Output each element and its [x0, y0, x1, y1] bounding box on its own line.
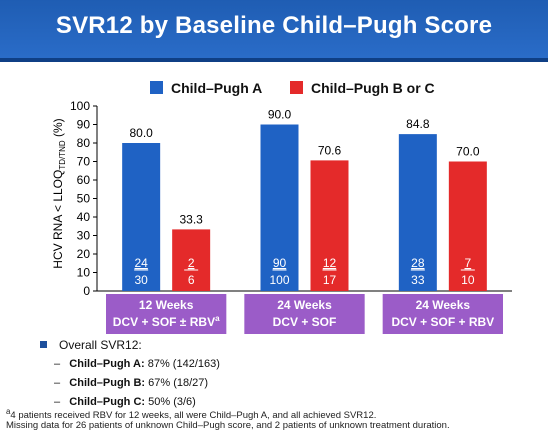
category-box — [106, 294, 227, 334]
legend-swatch-a — [150, 81, 163, 94]
note-child-pugh-a: – Child–Pugh A: 87% (142/163) — [54, 358, 220, 370]
legend-item-child-pugh-a: Child–Pugh A — [150, 80, 262, 96]
footnote-missing-data: Missing data for 26 patients of unknown … — [6, 420, 450, 431]
slide-title: SVR12 by Baseline Child–Pugh Score — [55, 12, 493, 39]
bar — [260, 124, 299, 291]
bar-numerator: 28 — [411, 256, 425, 270]
legend-label-b: Child–Pugh B or C — [311, 80, 435, 96]
y-ticks: 0 10 20 30 40 50 60 70 80 90 100 — [70, 99, 97, 298]
bar-value-label: 70.6 — [318, 143, 342, 157]
dash: – — [54, 396, 61, 408]
dash: – — [54, 358, 61, 370]
bars: 80.0 24 30 90.0 90 100 84.8 28 33 33.3 2 6 70.6 12 17 7… — [122, 108, 487, 291]
note-label: Child–Pugh C: — [69, 396, 146, 408]
legend-swatch-b — [290, 81, 303, 94]
bar-numerator: 7 — [464, 256, 471, 270]
note-child-pugh-c: – Child–Pugh C: 50% (3/6) — [54, 396, 196, 408]
footnote-marker: a — [6, 407, 11, 416]
category-label-line2: DCV + SOF + RBV — [391, 315, 494, 329]
bar-denominator: 30 — [134, 273, 148, 287]
overall-svr-heading: Overall SVR12: — [40, 338, 142, 352]
bar-value-label: 33.3 — [179, 212, 203, 226]
y-tick-label: 100 — [70, 99, 90, 113]
bar-numerator: 90 — [273, 256, 287, 270]
bar-value-label: 90.0 — [268, 108, 292, 122]
footnote-a: a4 patients received RBV for 12 weeks, a… — [6, 407, 376, 421]
category-label-line1: 12 Weeks — [139, 298, 194, 312]
y-tick-label: 80 — [77, 136, 91, 150]
note-value: 67% (18/27) — [148, 377, 209, 389]
category-box — [244, 294, 365, 334]
y-tick-label: 90 — [77, 118, 91, 132]
bar-numerator: 2 — [188, 256, 195, 270]
category-label-line2: DCV + SOF — [273, 315, 337, 329]
bar — [172, 229, 211, 291]
legend-label-a: Child–Pugh A — [171, 80, 263, 96]
bar — [448, 161, 487, 291]
bar-denominator: 6 — [188, 273, 195, 287]
bar-numerator: 12 — [323, 256, 337, 270]
y-tick-label: 40 — [77, 210, 91, 224]
category-label-line2: DCV + SOF ± RBVa — [113, 314, 220, 329]
bar — [398, 134, 437, 291]
bar-denominator: 17 — [323, 273, 337, 287]
bar — [310, 160, 349, 291]
legend-item-child-pugh-b-or-c: Child–Pugh B or C — [290, 80, 435, 96]
bar-chart: HCV RNA < LLOQTD/TND (%) 010203040506070… — [51, 99, 512, 334]
title-banner: SVR12 by Baseline Child–Pugh Score — [0, 0, 548, 62]
overall-svr-label: Overall SVR12: — [59, 338, 142, 352]
bar-denominator: 100 — [269, 273, 289, 287]
square-bullet-icon — [40, 341, 47, 348]
y-tick-label: 50 — [77, 192, 91, 206]
category-boxes: 12 Weeks DCV + SOF ± RBVa 24 Weeks DCV + SO… — [106, 294, 503, 334]
bar-numerator: 24 — [134, 256, 148, 270]
note-child-pugh-b: – Child–Pugh B: 67% (18/27) — [54, 377, 208, 389]
y-axis-label: HCV RNA < LLOQTD/TND (%) — [51, 118, 67, 268]
category-label-line1: 24 Weeks — [277, 298, 332, 312]
y-tick-label: 20 — [77, 247, 91, 261]
y-tick-label: 60 — [77, 173, 91, 187]
y-tick-label: 10 — [77, 266, 91, 280]
dash: – — [54, 377, 61, 389]
y-axis-title: HCV RNA < LLOQTD/TND (%) — [51, 118, 67, 268]
bar-value-label: 70.0 — [456, 145, 480, 159]
bar-value-label: 80.0 — [129, 126, 153, 140]
category-box — [382, 294, 503, 334]
note-label: Child–Pugh B: — [69, 377, 146, 389]
note-label: Child–Pugh A: — [69, 358, 145, 370]
note-value: 50% (3/6) — [148, 396, 196, 408]
y-tick-label: 0 — [83, 284, 90, 298]
y-tick-label: 70 — [77, 155, 91, 169]
bar-denominator: 33 — [411, 273, 425, 287]
bar-denominator: 10 — [461, 273, 475, 287]
bar-value-label: 84.8 — [406, 117, 430, 131]
bar — [122, 143, 161, 291]
note-value: 87% (142/163) — [147, 358, 220, 370]
footnote-text: Missing data for 26 patients of unknown … — [6, 420, 450, 431]
footnote-text: 4 patients received RBV for 12 weeks, al… — [10, 410, 377, 422]
y-tick-label: 30 — [77, 229, 91, 243]
category-label-line1: 24 Weeks — [416, 298, 471, 312]
